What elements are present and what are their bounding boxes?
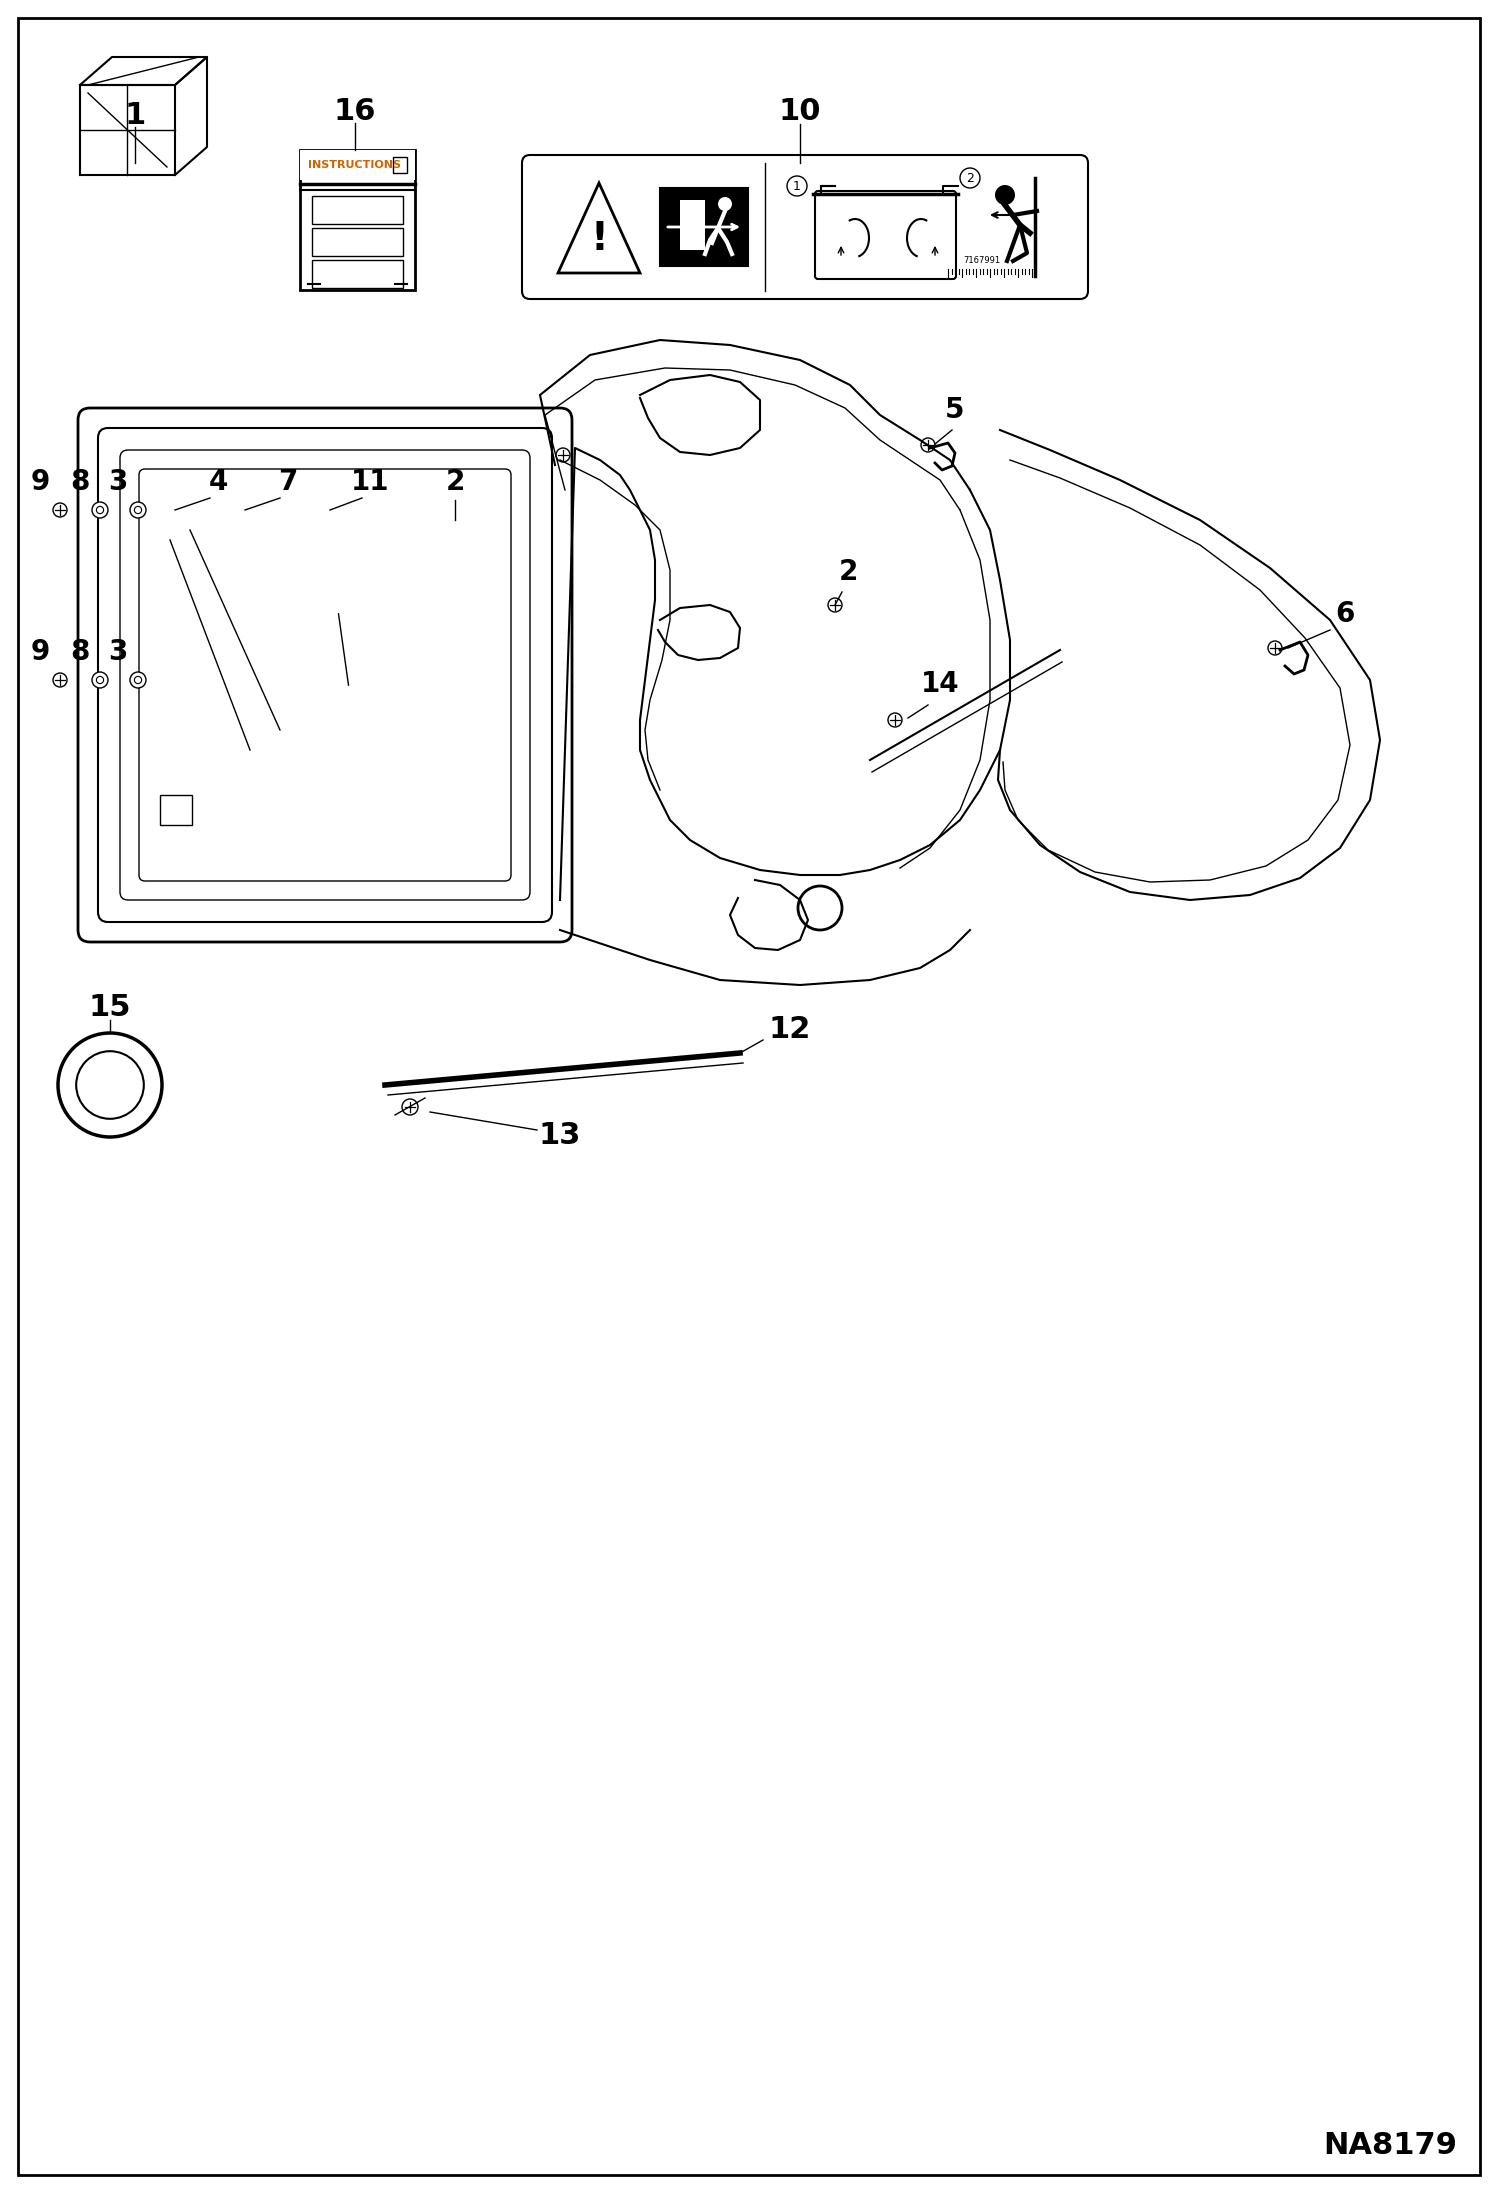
Text: 4: 4: [208, 467, 228, 496]
Polygon shape: [640, 375, 759, 454]
Text: INSTRUCTIONS: INSTRUCTIONS: [309, 160, 401, 171]
Circle shape: [786, 175, 807, 195]
Circle shape: [888, 713, 902, 728]
Text: 13: 13: [539, 1121, 581, 1149]
Bar: [300, 149, 415, 289]
Circle shape: [135, 507, 142, 513]
Bar: [680, 200, 706, 250]
Text: 15: 15: [88, 993, 132, 1022]
Bar: [312, 195, 403, 224]
Circle shape: [52, 502, 67, 518]
Circle shape: [135, 675, 142, 684]
Text: 7167991: 7167991: [963, 257, 1001, 265]
Polygon shape: [557, 182, 640, 272]
Circle shape: [401, 1099, 418, 1114]
Text: 11: 11: [351, 467, 389, 496]
Text: 3: 3: [108, 467, 127, 496]
Text: 6: 6: [1335, 601, 1354, 627]
Text: 9: 9: [30, 467, 49, 496]
Text: 3: 3: [108, 638, 127, 667]
Circle shape: [828, 599, 842, 612]
Bar: [312, 228, 403, 257]
FancyBboxPatch shape: [521, 156, 1088, 298]
Text: 2: 2: [445, 467, 464, 496]
Circle shape: [921, 439, 935, 452]
Bar: [661, 189, 748, 265]
Text: 1: 1: [792, 180, 801, 193]
Text: 8: 8: [70, 467, 90, 496]
Circle shape: [96, 507, 103, 513]
Circle shape: [718, 197, 733, 211]
Text: 1: 1: [124, 101, 145, 129]
FancyBboxPatch shape: [815, 191, 956, 279]
Text: 16: 16: [334, 96, 376, 127]
Circle shape: [798, 886, 842, 930]
Circle shape: [995, 184, 1016, 204]
Text: 14: 14: [921, 671, 959, 697]
Bar: [392, 158, 407, 173]
Text: 9: 9: [30, 638, 49, 667]
Circle shape: [52, 673, 67, 686]
Text: 2: 2: [839, 557, 858, 586]
Circle shape: [960, 169, 980, 189]
Text: 5: 5: [945, 397, 965, 423]
Text: !: !: [590, 219, 608, 259]
Text: 10: 10: [779, 96, 821, 127]
Text: 12: 12: [768, 1015, 812, 1044]
Circle shape: [556, 447, 571, 463]
Circle shape: [58, 1033, 162, 1136]
Bar: [160, 796, 192, 825]
Polygon shape: [658, 605, 740, 660]
Bar: [312, 261, 403, 287]
Circle shape: [130, 671, 145, 689]
Circle shape: [91, 671, 108, 689]
Circle shape: [91, 502, 108, 518]
Text: NA8179: NA8179: [1323, 2132, 1458, 2160]
Text: 8: 8: [70, 638, 90, 667]
Circle shape: [96, 675, 103, 684]
Circle shape: [130, 502, 145, 518]
Text: 2: 2: [966, 171, 974, 184]
Bar: [300, 149, 415, 180]
Text: 7: 7: [279, 467, 298, 496]
Circle shape: [1267, 640, 1282, 656]
Circle shape: [76, 1050, 144, 1118]
